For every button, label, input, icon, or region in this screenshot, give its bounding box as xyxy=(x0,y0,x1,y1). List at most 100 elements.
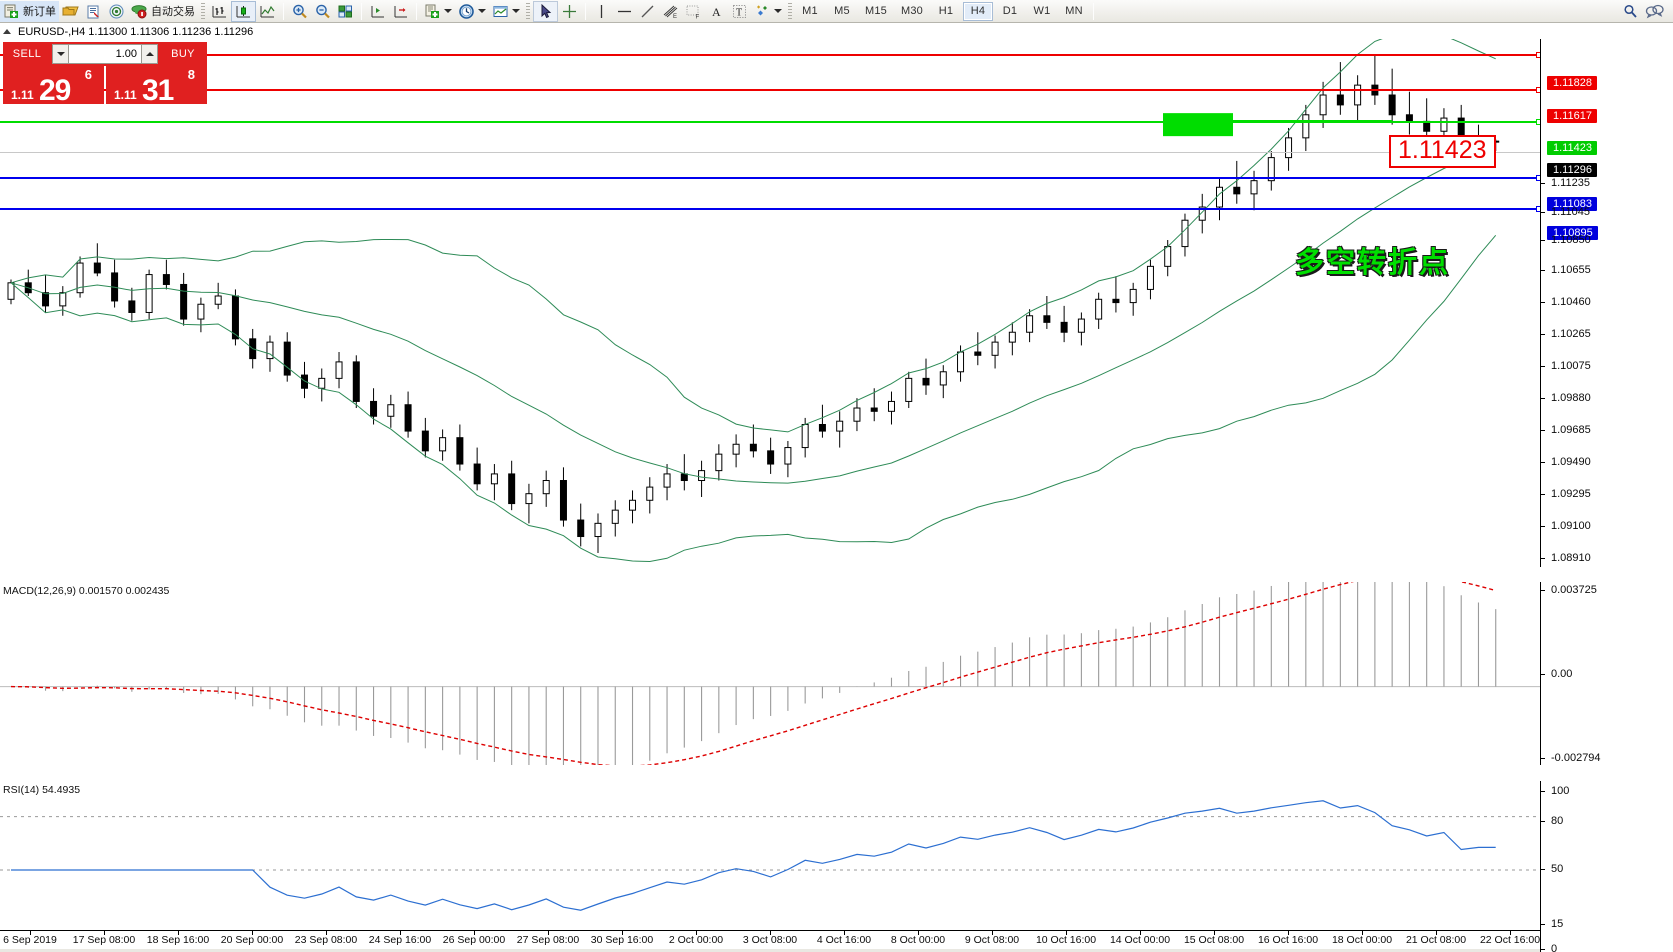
new-order-button[interactable]: 新订单 xyxy=(0,0,59,22)
sell-price-prefix: 1.11 xyxy=(11,88,34,102)
sell-button[interactable]: SELL xyxy=(3,42,51,66)
timeframe-m1[interactable]: M1 xyxy=(802,5,818,17)
price-scale-label: 1.09880 xyxy=(1541,392,1591,404)
time-tick xyxy=(844,931,845,935)
candlestick xyxy=(1371,55,1379,105)
time-axis-label: 10 Oct 16:00 xyxy=(1035,934,1097,946)
volume-input[interactable]: 1.00 xyxy=(69,44,141,64)
time-axis-label: 20 Sep 00:00 xyxy=(220,934,284,946)
time-tick xyxy=(1510,931,1511,935)
price-scale[interactable]: 1.11828 1.11617 1.11423 1.11296 1.11235 1.110… xyxy=(1540,39,1673,567)
vertical-line-button[interactable] xyxy=(590,1,613,22)
candlestick xyxy=(870,388,878,422)
chevron-down-icon[interactable] xyxy=(444,9,452,13)
text-label-button[interactable]: T xyxy=(728,1,751,22)
timeframe-mn[interactable]: MN xyxy=(1065,5,1083,17)
rsi-scale[interactable]: 100 80 50 15 0 xyxy=(1540,781,1673,952)
print-preview-button[interactable] xyxy=(82,1,105,22)
candlestick xyxy=(991,335,999,369)
zoom-out-button[interactable] xyxy=(311,1,334,22)
period-button[interactable] xyxy=(455,1,489,22)
chat-button[interactable] xyxy=(1642,1,1665,22)
zoom-in-button[interactable] xyxy=(288,1,311,22)
candlestick xyxy=(818,404,826,438)
autoscroll-button[interactable] xyxy=(389,1,412,22)
buy-price-box[interactable]: 1.11 31 8 xyxy=(106,66,207,107)
timeframe-m30[interactable]: M30 xyxy=(901,5,923,17)
cursor-button[interactable] xyxy=(533,0,558,22)
timeframe-d1[interactable]: D1 xyxy=(1002,5,1018,17)
timeframe-w1[interactable]: W1 xyxy=(1033,5,1051,17)
folder-button[interactable] xyxy=(59,1,82,22)
candlestick xyxy=(542,470,550,507)
horizontal-line-button[interactable] xyxy=(613,1,636,22)
fibonacci-button[interactable]: E xyxy=(659,1,682,22)
auto-trading-label: 自动交易 xyxy=(151,6,195,18)
macd-pane[interactable] xyxy=(0,582,1540,765)
timeframe-m15[interactable]: M15 xyxy=(865,5,887,17)
timeframe-m5[interactable]: M5 xyxy=(834,5,850,17)
time-axis[interactable]: 6 Sep 2019 17 Sep 08:00 18 Sep 16:00 20 Sep… xyxy=(0,930,1673,952)
last-price-gridline xyxy=(0,151,1540,153)
candlestick xyxy=(611,500,619,537)
timeframe-h1[interactable]: H1 xyxy=(938,5,954,17)
candlestick xyxy=(439,429,447,461)
toolbar-grip-2[interactable] xyxy=(526,2,530,20)
shift-end-button[interactable] xyxy=(366,1,389,22)
toolbar-separator-1 xyxy=(283,2,284,20)
zoom-in-icon xyxy=(291,3,308,20)
candlestick-chart-button[interactable] xyxy=(231,0,256,22)
price-pane[interactable] xyxy=(0,39,1540,567)
auto-trading-button[interactable]: 自动交易 xyxy=(128,1,198,22)
timeframe-h4[interactable]: H4 xyxy=(963,1,993,21)
chevron-down-icon[interactable] xyxy=(478,9,486,13)
time-axis-label: 3 Oct 08:00 xyxy=(742,934,798,946)
trendline-button[interactable] xyxy=(636,1,659,22)
time-tick xyxy=(474,931,475,935)
chat-icon xyxy=(1645,3,1664,20)
buy-button[interactable]: BUY xyxy=(159,42,207,66)
collapse-triangle-icon[interactable] xyxy=(3,29,11,34)
toolbar-grip-1[interactable] xyxy=(201,2,205,20)
volume-increase-button[interactable] xyxy=(141,44,158,64)
text-button[interactable]: A xyxy=(705,1,728,22)
tile-windows-icon xyxy=(337,3,354,20)
time-tick xyxy=(992,931,993,935)
candlestick xyxy=(577,503,585,547)
toolbar-grip-3[interactable] xyxy=(788,2,792,20)
toolbar-separator-4 xyxy=(585,2,586,20)
templates-button[interactable] xyxy=(489,1,523,22)
volume-stepper: 1.00 xyxy=(51,42,159,66)
macd-scale-label: 0.003725 xyxy=(1541,584,1597,596)
candlestick xyxy=(76,256,84,298)
macd-signal-line xyxy=(10,582,1496,765)
tile-windows-button[interactable] xyxy=(334,1,357,22)
price-scale-label: 1.10460 xyxy=(1541,296,1591,308)
volume-decrease-button[interactable] xyxy=(52,44,69,64)
candlestick xyxy=(698,460,706,497)
search-button[interactable] xyxy=(1619,1,1642,22)
chevron-down-icon[interactable] xyxy=(512,9,520,13)
macd-scale[interactable]: 0.003725 0.00 -0.002794 xyxy=(1540,582,1673,765)
line-chart-button[interactable] xyxy=(256,1,279,22)
candlestick xyxy=(629,490,637,524)
signals-button[interactable] xyxy=(105,1,128,22)
add-indicator-button[interactable] xyxy=(421,1,455,22)
candlestick xyxy=(525,483,533,524)
macd-scale-label: -0.002794 xyxy=(1541,752,1601,764)
bar-chart-button[interactable] xyxy=(208,1,231,22)
sell-price-box[interactable]: 1.11 29 6 xyxy=(3,66,104,107)
time-tick xyxy=(1288,931,1289,935)
channel-button[interactable]: F xyxy=(682,1,705,22)
macd-layer xyxy=(0,582,1540,765)
candlestick xyxy=(836,411,844,448)
toolbar-separator-2 xyxy=(361,2,362,20)
chevron-down-icon[interactable] xyxy=(774,9,782,13)
chart-area[interactable]: MACD(12,26,9) 0.001570 0.002435 RSI(14) … xyxy=(0,39,1673,952)
rsi-scale-label: 15 xyxy=(1541,918,1563,930)
crosshair-button[interactable] xyxy=(558,1,581,22)
shapes-button[interactable] xyxy=(751,1,785,22)
current-bar-highlight xyxy=(1163,113,1233,137)
time-tick xyxy=(696,931,697,935)
rsi-pane[interactable] xyxy=(0,781,1540,952)
